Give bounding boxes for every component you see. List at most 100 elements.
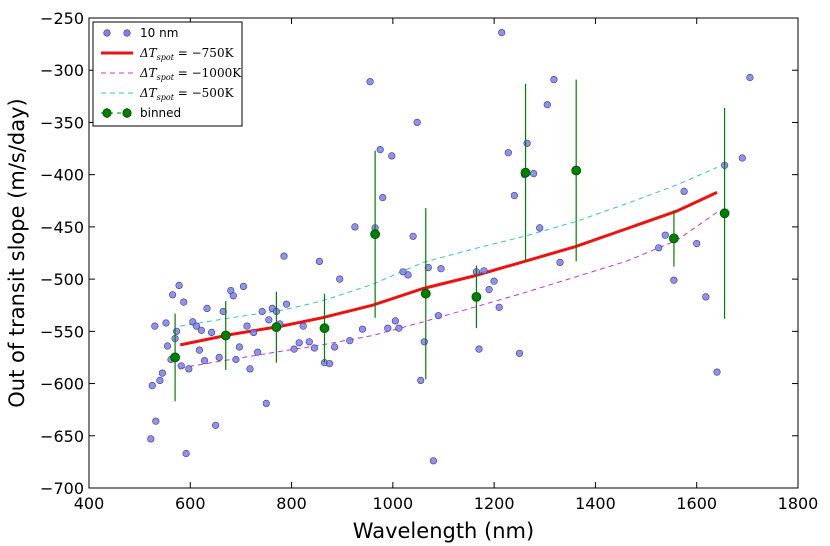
- binned-points: [170, 79, 730, 402]
- data-point: [409, 232, 417, 240]
- legend-label: ΔTspot = −1000K: [139, 66, 242, 82]
- legend-box: [92, 21, 243, 127]
- data-point: [215, 353, 223, 362]
- data-point: [192, 322, 200, 330]
- legend-marker: [102, 108, 112, 118]
- data-point: [388, 152, 396, 160]
- binned-point: [520, 167, 531, 178]
- data-point: [232, 355, 240, 364]
- data-point: [346, 337, 354, 345]
- data-point: [173, 327, 181, 335]
- data-point: [282, 300, 291, 308]
- data-point: [147, 435, 155, 443]
- data-point: [670, 276, 678, 284]
- binned-point: [319, 323, 330, 334]
- data-point: [208, 328, 216, 337]
- legend-label: ΔTspot = −750K: [139, 46, 235, 62]
- data-point: [195, 346, 203, 354]
- data-point: [151, 322, 159, 330]
- data-point: [475, 345, 483, 353]
- data-point: [290, 345, 298, 353]
- data-point: [523, 139, 531, 147]
- data-point: [738, 154, 746, 162]
- data-point: [243, 322, 251, 330]
- model-curve-2: [180, 211, 718, 369]
- plot-frame: [88, 17, 799, 489]
- y-tick-label: −500: [40, 270, 84, 289]
- x-tick-label: 600: [175, 494, 206, 513]
- data-point: [229, 292, 237, 300]
- data-point: [148, 382, 156, 390]
- data-point: [366, 78, 374, 86]
- y-tick-label: −600: [40, 375, 84, 394]
- data-point: [336, 275, 344, 283]
- data-point: [351, 223, 359, 231]
- legend-label: 10 nm: [140, 26, 178, 40]
- data-point: [295, 339, 303, 347]
- data-point: [404, 271, 412, 279]
- data-point: [536, 224, 544, 232]
- x-tick-label: 1800: [778, 494, 819, 513]
- data-point: [480, 267, 488, 275]
- y-tick-label: −400: [40, 166, 84, 185]
- data-point: [490, 277, 498, 285]
- data-point: [376, 146, 384, 154]
- x-tick-label: 1600: [676, 494, 717, 513]
- y-tick-label: −350: [40, 113, 84, 132]
- data-point: [529, 170, 538, 178]
- x-tick-label: 1000: [372, 494, 413, 513]
- y-tick-label: −300: [40, 61, 84, 80]
- data-point: [299, 322, 307, 330]
- y-axis-label: Out of transit slope (m/s/day): [5, 98, 29, 408]
- data-point: [434, 312, 443, 320]
- data-point: [177, 362, 185, 370]
- data-point: [510, 192, 519, 200]
- data-point: [254, 348, 262, 356]
- data-point: [395, 324, 403, 332]
- data-point: [515, 349, 524, 357]
- data-point: [331, 343, 339, 351]
- data-point: [504, 149, 512, 157]
- data-point: [163, 342, 172, 350]
- legend-label: binned: [140, 106, 181, 120]
- data-point: [152, 417, 160, 425]
- legend-marker: [122, 108, 132, 118]
- data-point: [661, 231, 669, 239]
- legend-marker: [103, 29, 111, 37]
- data-point: [417, 376, 425, 385]
- data-point: [175, 281, 183, 290]
- data-points: [147, 28, 754, 465]
- data-point: [246, 365, 254, 373]
- data-point: [556, 258, 564, 267]
- binned-point: [271, 322, 282, 333]
- legend-label: ΔTspot = −500K: [139, 86, 235, 102]
- data-point: [239, 282, 248, 291]
- data-point: [543, 101, 551, 109]
- data-point: [182, 449, 190, 458]
- legend-marker: [123, 29, 131, 37]
- data-point: [310, 344, 319, 352]
- data-point: [358, 325, 367, 333]
- data-point: [156, 376, 164, 385]
- data-point: [169, 291, 177, 299]
- binned-point: [420, 288, 431, 299]
- data-point: [680, 187, 688, 195]
- x-tick-label: 1400: [575, 494, 616, 513]
- data-point: [420, 338, 428, 346]
- y-tick-label: −550: [40, 322, 84, 341]
- data-point: [265, 316, 273, 324]
- data-point: [197, 326, 205, 334]
- data-point: [326, 360, 334, 368]
- binned-point: [471, 291, 482, 302]
- data-point: [262, 399, 270, 408]
- x-tick-label: 800: [276, 494, 307, 513]
- data-point: [693, 240, 701, 248]
- data-point: [391, 317, 400, 325]
- data-point: [203, 304, 211, 313]
- data-point: [429, 457, 438, 465]
- y-tick-label: −450: [40, 218, 84, 237]
- data-point: [713, 368, 721, 376]
- y-tick-label: −700: [40, 479, 84, 498]
- data-point: [158, 369, 166, 377]
